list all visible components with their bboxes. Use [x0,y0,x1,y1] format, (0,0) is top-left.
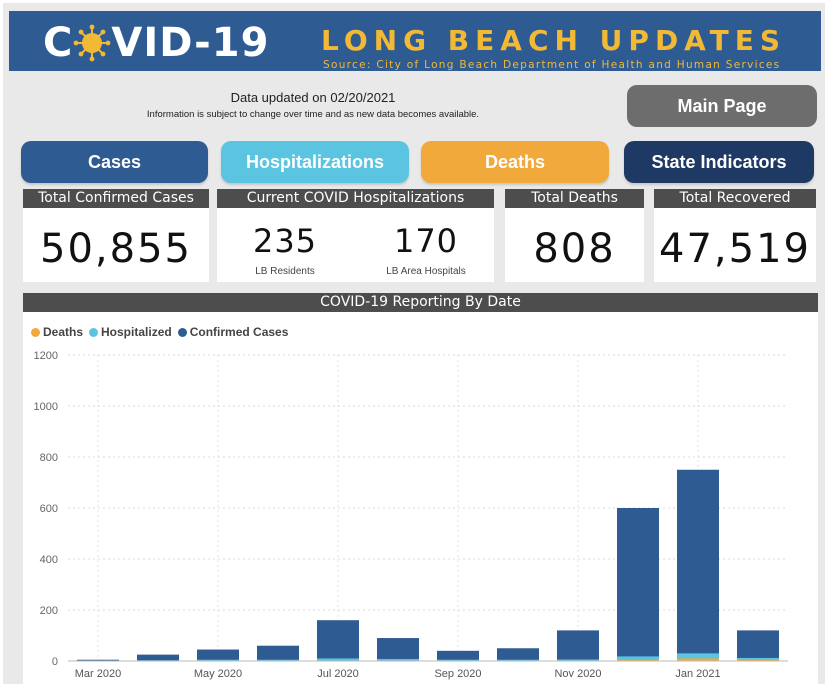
y-tick-label: 0 [52,656,58,668]
y-tick-label: 1000 [34,401,58,413]
y-tick-label: 800 [40,452,58,464]
total-confirmed-card: Total Confirmed Cases 50,855 [23,189,209,282]
bar-confirmed-cases [437,651,479,661]
logo-text-left: C [43,20,73,66]
bar-confirmed-cases [377,638,419,661]
state-indicators-button[interactable]: State Indicators [624,141,814,183]
y-tick-label: 1200 [34,350,58,362]
disclaimer-text: Information is subject to change over ti… [103,109,523,120]
bar-confirmed-cases [617,508,659,661]
hospitalizations-card: Current COVID Hospitalizations 235 LB Re… [217,189,494,282]
x-tick-label: May 2020 [194,668,242,680]
x-tick-label: Jan 2021 [675,668,720,680]
total-recovered-title: Total Recovered [654,189,816,208]
banner-source: Source: City of Long Beach Department of… [323,59,780,71]
reporting-chart: 0 200 400 600 800 1000 1200 Mar 2020 May 2020 Jul… [23,293,818,685]
bar-confirmed-cases [557,630,599,661]
dashboard-frame: C [3,3,825,684]
banner-title: LONG BEACH UPDATES [321,24,786,57]
bar-confirmed-cases [317,620,359,661]
lb-residents-value: 235 [220,222,350,260]
x-tick-label: Jul 2020 [317,668,359,680]
cases-button[interactable]: Cases [21,141,208,183]
y-tick-label: 600 [40,503,58,515]
y-tick-label: 400 [40,554,58,566]
lb-residents-label: LB Residents [220,266,350,278]
bar-confirmed-cases [257,646,299,661]
lb-hospitals-value: 170 [361,222,491,260]
bar-confirmed-cases [737,630,779,661]
total-deaths-card: Total Deaths 808 [505,189,644,282]
lb-hospitals-label: LB Area Hospitals [361,266,491,278]
bar-confirmed-cases [137,655,179,661]
hospitalizations-title: Current COVID Hospitalizations [217,189,494,208]
total-recovered-card: Total Recovered 47,519 [654,189,816,282]
hospitalizations-button[interactable]: Hospitalizations [221,141,409,183]
main-page-button[interactable]: Main Page [627,85,817,127]
total-confirmed-value: 50,855 [23,226,209,272]
total-confirmed-title: Total Confirmed Cases [23,189,209,208]
x-tick-label: Mar 2020 [75,668,121,680]
bar-confirmed-cases [677,470,719,661]
virus-icon [73,23,111,70]
bar-confirmed-cases [197,650,239,661]
bar-confirmed-cases [497,648,539,661]
covid-logo: C [43,23,269,63]
total-deaths-value: 808 [505,226,644,272]
total-recovered-value: 47,519 [654,226,816,272]
data-updated-text: Data updated on 02/20/2021 [103,90,523,105]
x-tick-label: Sep 2020 [434,668,481,680]
x-tick-label: Nov 2020 [554,668,601,680]
y-tick-label: 200 [40,605,58,617]
logo-text-right: VID-19 [111,20,269,66]
deaths-button[interactable]: Deaths [421,141,609,183]
reporting-chart-panel: COVID-19 Reporting By Date Deaths Hospit… [23,293,818,685]
header-banner: C [9,11,821,71]
total-deaths-title: Total Deaths [505,189,644,208]
